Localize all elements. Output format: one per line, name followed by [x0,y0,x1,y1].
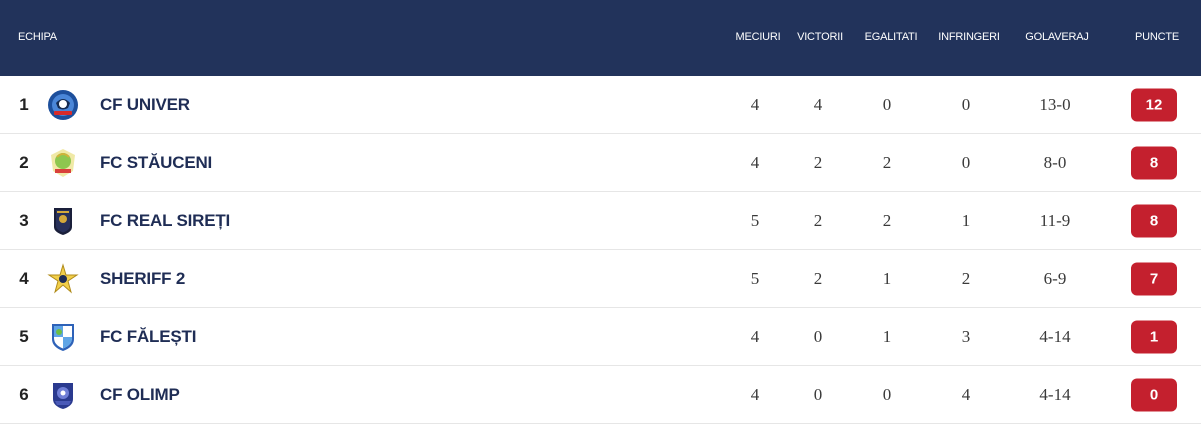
wins-value: 4 [813,94,823,114]
header-team: ECHIPA [18,31,57,43]
played-value: 5 [750,268,760,288]
draws-value: 0 [882,384,892,404]
table-row[interactable]: 2 FC STĂUCENI 4 2 2 0 8-0 8 [0,134,1201,192]
goals-value: 11-9 [1039,210,1071,230]
wins-value: 0 [813,384,823,404]
goals-value: 4-14 [1039,384,1071,404]
falesti-logo-icon [46,320,80,354]
team-name[interactable]: FC FĂLEȘTI [100,326,197,346]
wins-value: 2 [813,210,823,230]
row-position: 3 [19,210,29,230]
draws-value: 1 [882,268,892,288]
stauceni-logo-icon [46,146,80,180]
points-badge: 8 [1131,204,1177,237]
played-value: 4 [750,152,760,172]
table-row[interactable]: 1 CF UNIVER 4 4 0 0 13-0 12 [0,76,1201,134]
goals-value: 8-0 [1043,152,1067,172]
team-name[interactable]: FC REAL SIREȚI [100,210,231,230]
losses-value: 3 [961,326,971,346]
team-name[interactable]: SHERIFF 2 [100,268,186,288]
table-row[interactable]: 6 CF OLIMP 4 0 0 4 4-14 0 [0,366,1201,424]
losses-value: 2 [961,268,971,288]
header-wins: VICTORII [797,31,843,43]
olimp-logo-icon [46,378,80,412]
draws-value: 1 [882,326,892,346]
team-name[interactable]: CF OLIMP [100,384,180,404]
draws-value: 2 [882,152,892,172]
played-value: 5 [750,210,760,230]
header-points: PUNCTE [1134,31,1180,43]
played-value: 4 [750,94,760,114]
wins-value: 0 [813,326,823,346]
row-position: 4 [19,268,29,288]
wins-value: 2 [813,268,823,288]
points-badge: 8 [1131,146,1177,179]
goals-value: 6-9 [1043,268,1067,288]
table-row[interactable]: 3 FC REAL SIREȚI 5 2 2 1 11-9 8 [0,192,1201,250]
goals-value: 13-0 [1039,94,1071,114]
header-played: MECIURI [735,31,781,43]
points-badge: 0 [1131,378,1177,411]
row-position: 2 [19,152,29,172]
points-badge: 7 [1131,262,1177,295]
played-value: 4 [750,384,760,404]
played-value: 4 [750,326,760,346]
team-name[interactable]: CF UNIVER [100,94,190,114]
losses-value: 0 [961,94,971,114]
points-badge: 1 [1131,320,1177,353]
row-position: 5 [19,326,29,346]
row-position: 1 [19,94,29,114]
points-badge: 12 [1131,88,1177,121]
table-row[interactable]: 5 FC FĂLEȘTI 4 0 1 3 4-14 1 [0,308,1201,366]
draws-value: 2 [882,210,892,230]
header-losses: INFRINGERI [938,31,1000,43]
losses-value: 4 [961,384,971,404]
row-position: 6 [19,384,29,404]
losses-value: 0 [961,152,971,172]
sheriff-logo-icon [46,262,80,296]
real-sireti-logo-icon [46,204,80,238]
univer-logo-icon [46,88,80,122]
table-header: ECHIPA MECIURI VICTORII EGALITATI INFRIN… [0,0,1201,76]
table-row[interactable]: 4 SHERIFF 2 5 2 1 2 6-9 7 [0,250,1201,308]
team-name[interactable]: FC STĂUCENI [100,152,213,172]
draws-value: 0 [882,94,892,114]
header-draws: EGALITATI [864,31,918,43]
losses-value: 1 [961,210,971,230]
header-goal-diff: GOLAVERAJ [1025,31,1089,43]
wins-value: 2 [813,152,823,172]
goals-value: 4-14 [1039,326,1071,346]
